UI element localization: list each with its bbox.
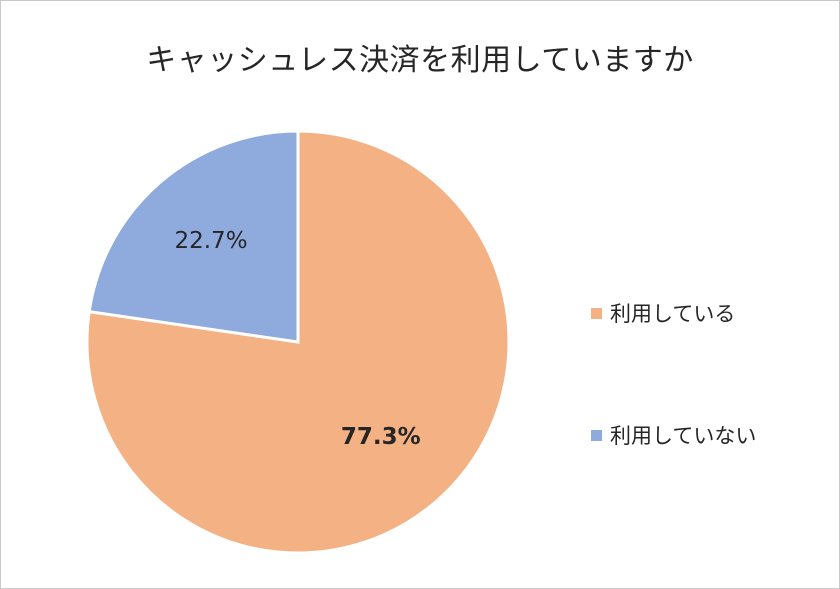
data-label-not-using: 22.7% <box>174 228 247 254</box>
chart-legend: 利用している 利用していない <box>591 293 756 537</box>
data-label-using: 77.3% <box>341 424 421 450</box>
legend-label-not-using: 利用していない <box>610 424 757 448</box>
legend-label-using: 利用している <box>610 302 736 326</box>
legend-item-using: 利用している <box>591 293 756 333</box>
legend-swatch-not-using <box>591 429 602 441</box>
legend-item-not-using: 利用していない <box>591 415 756 455</box>
legend-swatch-using <box>591 307 602 319</box>
pie-slice-not-using <box>87 129 300 344</box>
chart-title: キャッシュレス決済を利用していますか <box>146 43 694 78</box>
